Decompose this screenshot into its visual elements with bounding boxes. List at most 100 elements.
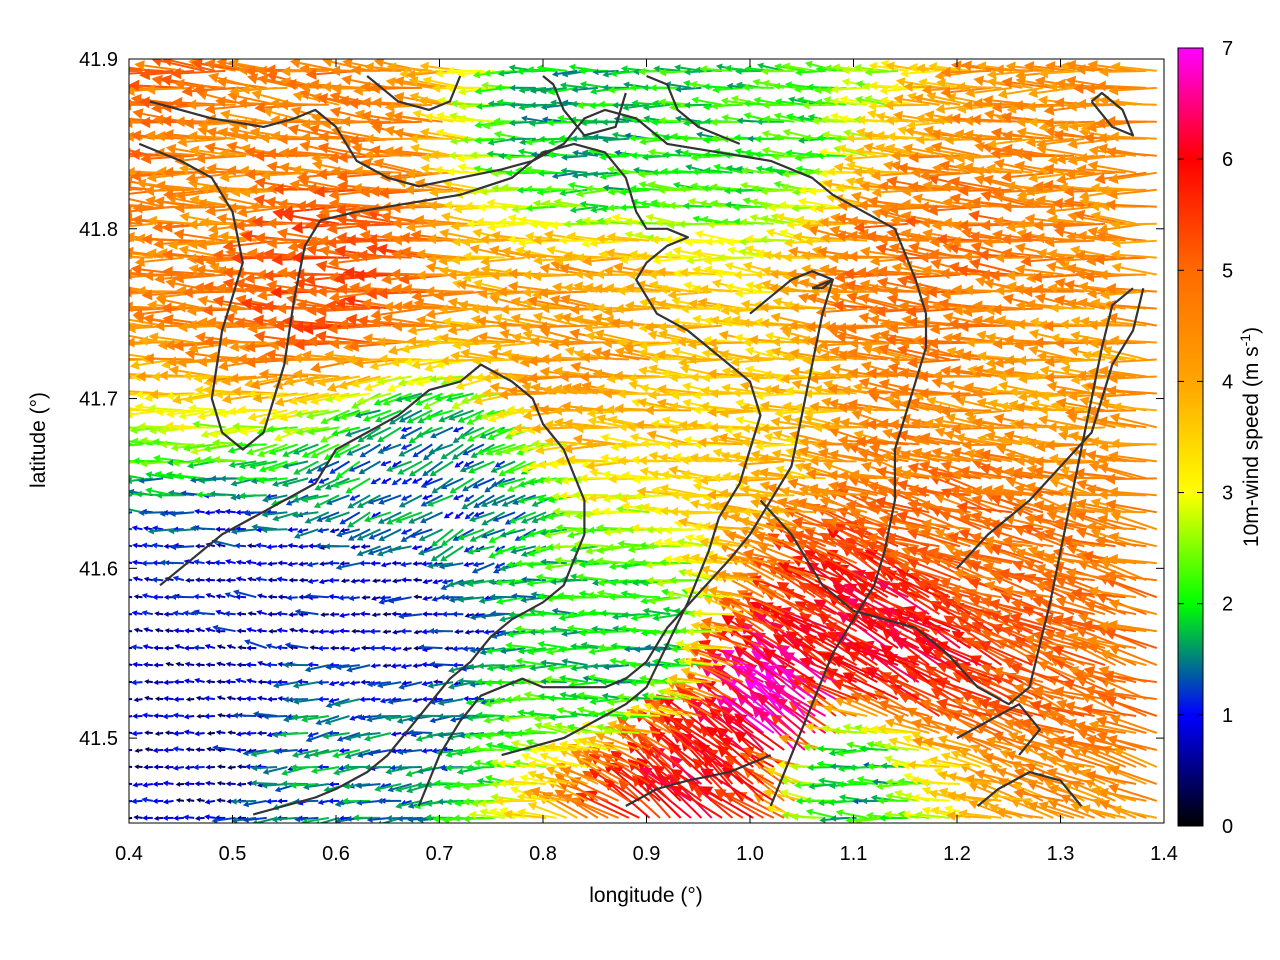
wind-arrow-head — [452, 780, 460, 789]
wind-arrow-head — [183, 678, 190, 684]
wind-arrow-shaft — [521, 660, 547, 667]
wind-arrow-head — [933, 767, 943, 777]
wind-arrow-head — [244, 763, 251, 770]
wind-arrow-head — [334, 700, 341, 708]
wind-arrow-head — [974, 769, 985, 780]
wind-arrow-head — [226, 798, 232, 804]
wind-arrow-shaft — [965, 795, 1002, 802]
wind-arrow-shaft — [169, 663, 174, 667]
wind-arrow-head — [216, 661, 222, 667]
wind-arrow-head — [471, 745, 480, 753]
wind-arrow-shaft — [742, 652, 785, 683]
wind-arrow-head — [390, 748, 397, 754]
wind-arrow-shaft — [1095, 409, 1137, 413]
wind-arrow-head — [744, 679, 759, 692]
wind-arrow-head — [595, 723, 604, 732]
wind-arrow-shaft — [250, 628, 257, 633]
wind-arrow-shaft — [892, 781, 919, 785]
wind-arrow-shaft — [968, 666, 1013, 684]
wind-arrow-shaft — [322, 528, 329, 532]
wind-arrow-shaft — [349, 749, 371, 757]
wind-arrow-shaft — [896, 740, 930, 751]
wind-arrow-head — [462, 798, 470, 806]
wind-arrow-shaft — [875, 672, 920, 700]
wind-arrow-shaft — [853, 780, 878, 785]
wind-arrow-shaft — [790, 624, 837, 649]
wind-arrow-head — [928, 789, 938, 799]
wind-arrow-shaft — [635, 629, 661, 633]
wind-arrow-head — [118, 424, 125, 432]
wind-arrow-head — [1102, 670, 1114, 682]
wind-arrow-head — [172, 765, 179, 771]
wind-arrow-shaft — [603, 735, 640, 751]
wind-arrow-shaft — [566, 578, 588, 582]
wind-arrow-shaft — [179, 799, 185, 802]
wind-arrow-head — [856, 775, 864, 784]
wind-arrow-shaft — [671, 701, 713, 734]
wind-arrow-head — [570, 664, 577, 672]
wind-arrow-shaft — [1083, 674, 1126, 684]
wind-arrow-head — [225, 781, 231, 787]
wind-arrow-shaft — [344, 528, 350, 532]
wind-arrow-shaft — [1094, 774, 1137, 785]
wind-arrow-shaft — [759, 494, 795, 498]
wind-arrow-shaft — [316, 766, 340, 772]
wind-arrow-head — [534, 722, 543, 730]
wind-arrow-head — [175, 661, 181, 667]
wind-arrow-shaft — [236, 799, 257, 803]
wind-arrow-head — [175, 781, 181, 787]
wind-arrow-head — [369, 645, 375, 652]
wind-arrow-shaft — [1107, 510, 1147, 514]
wind-arrow-head — [444, 645, 449, 651]
wind-arrow-head — [629, 679, 637, 687]
wind-arrow-shaft — [307, 715, 329, 721]
wind-arrow-shaft — [168, 697, 174, 701]
wind-arrow-shaft — [208, 697, 216, 701]
wind-arrow-shaft — [743, 719, 785, 751]
wind-arrow-head — [315, 719, 322, 726]
wind-arrow-shaft — [158, 612, 164, 616]
wind-arrow-head — [375, 712, 382, 720]
wind-arrow-shaft — [1036, 805, 1075, 819]
wind-arrow-shaft — [267, 528, 288, 531]
wind-arrow-head — [242, 801, 249, 808]
wind-arrow-shaft — [345, 579, 350, 582]
wind-arrow-shaft — [129, 426, 133, 429]
wind-arrow-head — [497, 714, 504, 722]
wind-arrow-head — [282, 661, 289, 669]
wind-arrow-shaft — [744, 700, 785, 734]
wind-arrow-head — [205, 679, 211, 685]
wind-arrow-shaft — [611, 785, 651, 819]
wind-arrow-head — [950, 750, 961, 760]
wind-arrow-head — [848, 764, 855, 772]
wind-arrow-head — [946, 810, 956, 821]
wind-arrow-shaft — [417, 630, 423, 633]
wind-arrow-shaft — [752, 669, 796, 700]
wind-arrow-shaft — [583, 694, 609, 701]
wind-arrow-shaft — [657, 706, 692, 717]
wind-arrow-head — [894, 789, 903, 798]
wind-arrow-head — [1009, 662, 1022, 675]
wind-arrow-head — [216, 780, 222, 786]
wind-arrow-shaft — [334, 528, 340, 532]
wind-arrow-head — [282, 716, 290, 723]
wind-arrow-head — [387, 786, 394, 793]
wind-arrow-head — [830, 815, 837, 822]
wind-arrow-head — [235, 677, 241, 684]
wind-arrow-shaft — [511, 664, 536, 670]
wind-arrow-shaft — [291, 596, 298, 599]
wind-arrow-head — [977, 748, 989, 759]
wind-arrow-head — [262, 713, 269, 720]
wind-arrow-shaft — [310, 664, 330, 671]
wind-arrow-head — [142, 644, 149, 650]
wind-arrow-head — [245, 730, 251, 737]
wind-arrow-head — [203, 695, 210, 702]
wind-arrow-shaft — [469, 816, 495, 820]
wind-arrow-head — [346, 666, 353, 673]
wind-arrow-head — [281, 769, 288, 776]
wind-arrow-shaft — [945, 682, 992, 701]
wind-arrow-shaft — [1119, 442, 1157, 446]
wind-arrow-shaft — [364, 579, 371, 582]
wind-arrow-head — [1081, 703, 1093, 716]
wind-arrow-head — [164, 730, 170, 736]
